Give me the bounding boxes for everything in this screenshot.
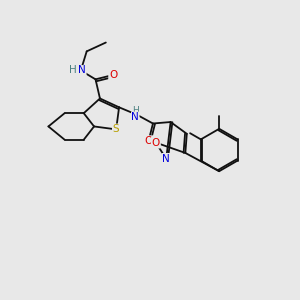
Text: O: O	[152, 138, 160, 148]
Text: H: H	[132, 106, 139, 115]
Text: N: N	[131, 112, 139, 122]
Text: H: H	[69, 65, 76, 76]
Text: S: S	[113, 124, 119, 134]
Text: O: O	[109, 70, 117, 80]
Text: N: N	[78, 65, 86, 76]
Text: N: N	[162, 154, 170, 164]
Text: O: O	[144, 136, 153, 146]
